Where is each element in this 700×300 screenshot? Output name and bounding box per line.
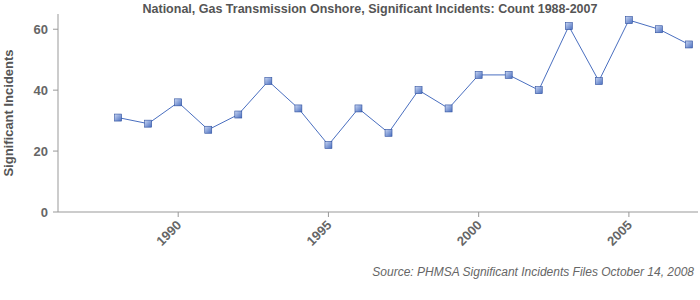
data-point bbox=[325, 141, 332, 148]
y-axis bbox=[58, 14, 59, 212]
data-point bbox=[115, 114, 122, 121]
chart-svg: National, Gas Transmission Onshore, Sign… bbox=[0, 0, 700, 300]
chart-container: National, Gas Transmission Onshore, Sign… bbox=[0, 0, 700, 300]
y-tick-label: 20 bbox=[34, 144, 48, 159]
x-axis bbox=[58, 212, 698, 213]
x-tick-label: 2000 bbox=[454, 218, 485, 249]
data-line bbox=[118, 20, 689, 145]
data-point bbox=[295, 105, 302, 112]
y-tick-label: 0 bbox=[41, 205, 48, 220]
data-point bbox=[505, 71, 512, 78]
data-point bbox=[565, 23, 572, 30]
data-point bbox=[205, 126, 212, 133]
data-point bbox=[235, 111, 242, 118]
data-point bbox=[265, 78, 272, 85]
data-point bbox=[595, 78, 602, 85]
data-point bbox=[535, 87, 542, 94]
data-point bbox=[655, 26, 662, 33]
source-note: Source: PHMSA Significant Incidents File… bbox=[372, 265, 694, 279]
y-tick bbox=[53, 151, 58, 152]
title: National, Gas Transmission Onshore, Sign… bbox=[143, 2, 598, 16]
data-point bbox=[145, 120, 152, 127]
x-tick-label: 1995 bbox=[303, 218, 334, 249]
data-point bbox=[445, 105, 452, 112]
x-tick-label: 1990 bbox=[153, 218, 184, 249]
data-point bbox=[355, 105, 362, 112]
y-tick-label: 40 bbox=[34, 83, 48, 98]
y-tick bbox=[53, 90, 58, 91]
y-axis-label: Significant Incidents bbox=[1, 49, 16, 176]
x-tick-label: 2005 bbox=[604, 218, 635, 249]
data-point bbox=[625, 17, 632, 24]
y-tick-label: 60 bbox=[34, 22, 48, 37]
x-tick bbox=[628, 212, 629, 217]
data-point bbox=[415, 87, 422, 94]
x-tick bbox=[178, 212, 179, 217]
data-point bbox=[475, 71, 482, 78]
x-tick bbox=[328, 212, 329, 217]
data-point bbox=[385, 129, 392, 136]
data-point bbox=[685, 41, 692, 48]
x-tick bbox=[478, 212, 479, 217]
data-point bbox=[175, 99, 182, 106]
y-tick bbox=[53, 212, 58, 213]
y-tick bbox=[53, 29, 58, 30]
plot-area bbox=[115, 17, 693, 149]
